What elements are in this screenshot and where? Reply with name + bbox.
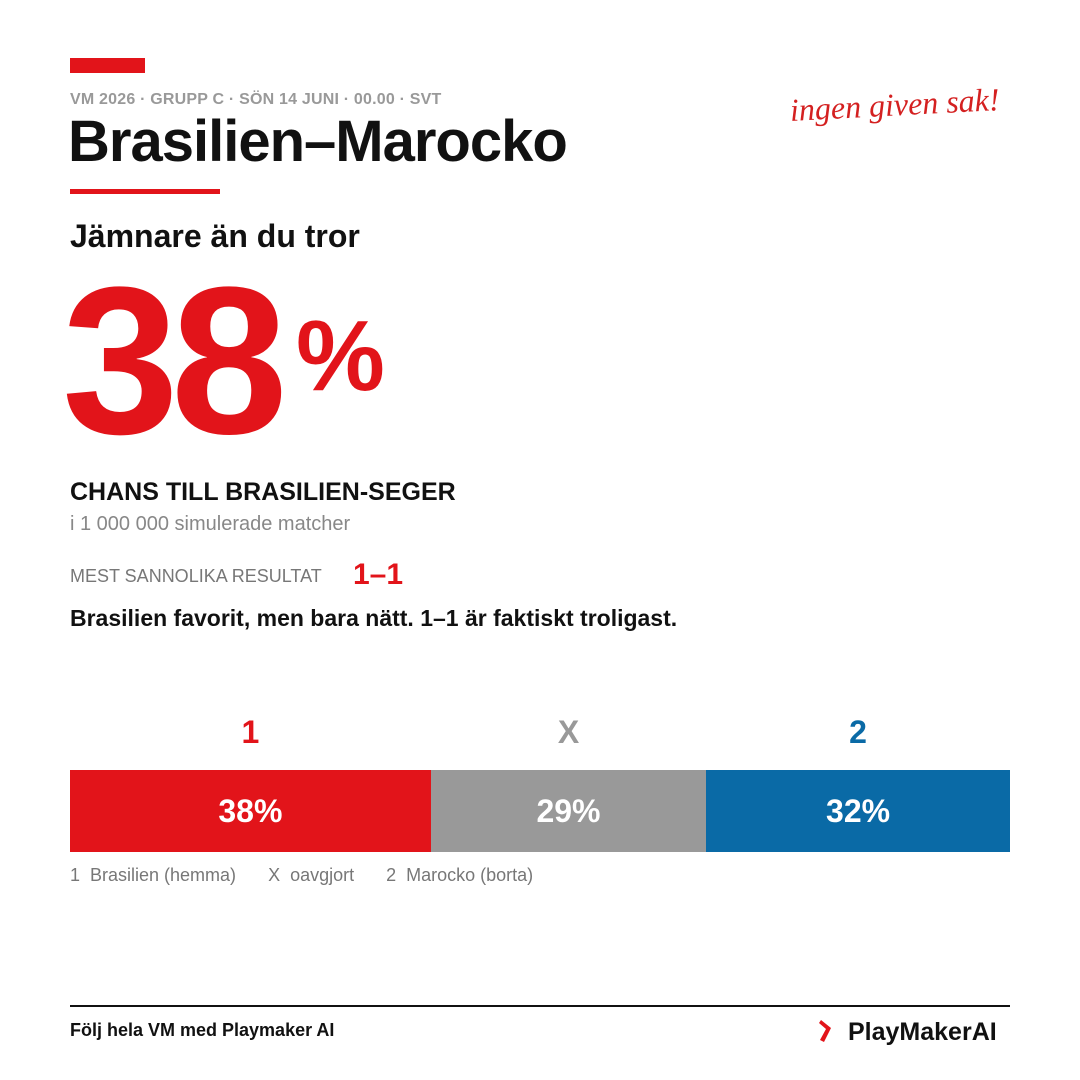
legend-text: oavgjort (290, 865, 355, 885)
segment-label: 32% (826, 792, 891, 829)
result-label: MEST SANNOLIKA RESULTAT (70, 566, 322, 586)
stat-label: CHANS TILL BRASILIEN-SEGER (70, 478, 456, 506)
footer-text: Följ hela VM med Playmaker AI (70, 1020, 335, 1040)
bar-segment: 32% (706, 770, 1010, 852)
accent-line (70, 189, 220, 194)
footer-rule (70, 1005, 1010, 1007)
result-score: 1–1 (353, 558, 404, 591)
legend-key: 1 (70, 865, 81, 885)
big-number: 38 (62, 243, 288, 478)
brand: PlayMakerAI (848, 1018, 997, 1046)
summary: Brasilien favorit, men bara nätt. 1–1 är… (70, 605, 678, 631)
bar-keys: 1 X 2 (70, 714, 1010, 754)
legend-key: 2 (386, 865, 397, 885)
legend-text: Marocko (borta) (406, 865, 534, 885)
bar-segment: 29% (430, 770, 707, 852)
brand-logo (819, 1020, 831, 1042)
legend-text: Brasilien (hemma) (90, 865, 237, 885)
stacked-bar: 38% 29% 32% (70, 770, 1010, 852)
segment-key: 2 (849, 714, 867, 750)
legend-key: X (268, 865, 281, 885)
segment-key: 1 (241, 714, 260, 750)
segment-label: 38% (218, 792, 283, 829)
big-unit: % (296, 300, 385, 412)
subtitle: Jämnare än du tror (70, 218, 360, 254)
legend-item: 1 Brasilien (hemma) (70, 865, 236, 886)
meta: VM 2026 · GRUPP C · SÖN 14 JUNI · 00.00 … (70, 91, 442, 108)
stat-note: i 1 000 000 simulerade matcher (70, 513, 351, 535)
segment-label: 29% (536, 792, 601, 829)
accent-bar (70, 58, 145, 73)
legend-item: 2 Marocko (borta) (386, 865, 533, 886)
bar-segment: 38% (70, 770, 431, 852)
tagline: ingen given sak! (789, 81, 1001, 128)
title: Brasilien–Marocko (68, 109, 568, 174)
segment-key: X (557, 714, 580, 750)
